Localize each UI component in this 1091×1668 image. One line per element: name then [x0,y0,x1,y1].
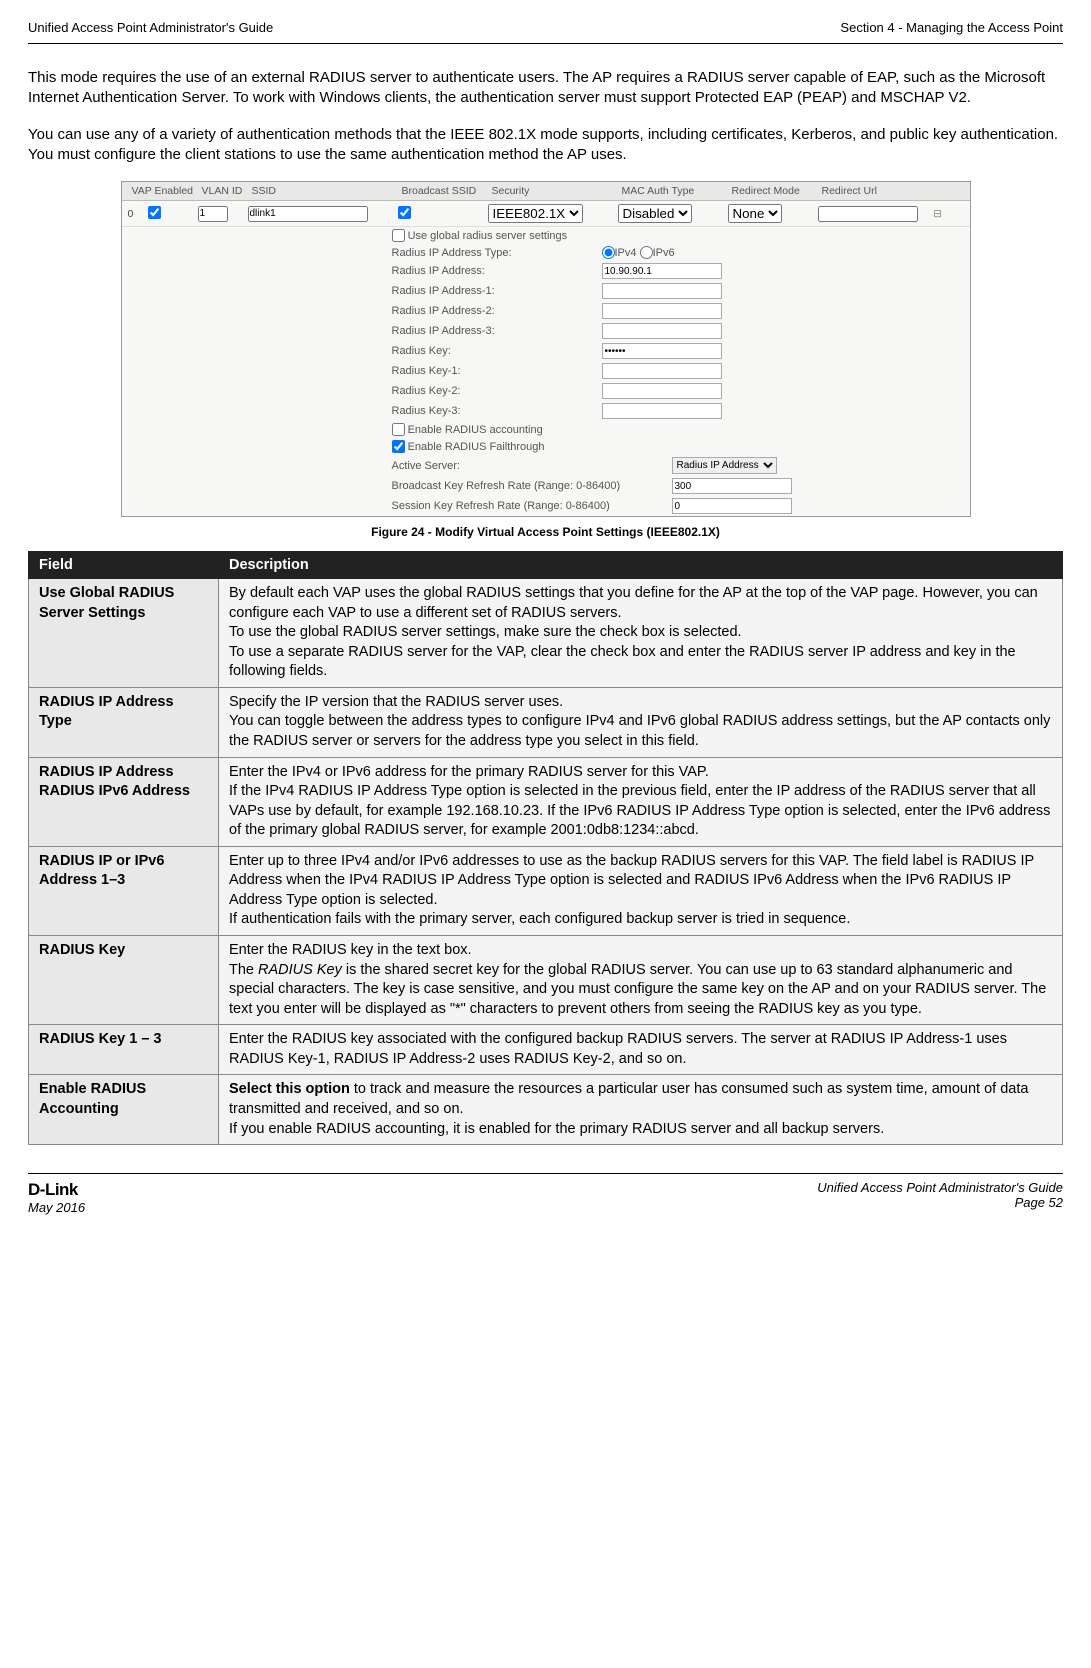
field-description-table: Field Description Use Global RADIUS Serv… [28,551,1063,1145]
ipv4-radio[interactable] [602,246,615,259]
field-name-cell: RADIUS Key [29,936,219,1025]
intro-paragraph-2: You can use any of a variety of authenti… [28,125,1063,166]
radius-ip2-input[interactable] [602,303,722,319]
vap-settings-screenshot: VAP Enabled VLAN ID SSID Broadcast SSID … [121,181,971,517]
col-redirect-url: Redirect Url [818,185,908,197]
redirect-url-input[interactable] [818,206,918,222]
enable-accounting-label: Enable RADIUS accounting [408,424,543,436]
active-server-label: Active Server: [392,460,672,472]
collapse-icon[interactable]: ⊟ [928,208,948,220]
field-name-cell: Use Global RADIUS Server Settings [29,579,219,688]
field-desc-cell: Enter the RADIUS key associated with the… [219,1025,1063,1075]
field-desc-cell: By default each VAP uses the global RADI… [219,579,1063,688]
col-mac-auth: MAC Auth Type [618,185,728,197]
footer-brand: D-Link [28,1180,85,1200]
radius-ip1-label: Radius IP Address-1: [392,285,602,297]
radius-ip2-label: Radius IP Address-2: [392,305,602,317]
field-name-cell: RADIUS IP Address Type [29,687,219,757]
session-refresh-label: Session Key Refresh Rate (Range: 0-86400… [392,500,672,512]
ipv4-label: IPv4 [615,247,637,259]
col-ssid: SSID [248,185,398,197]
enable-failthrough-checkbox[interactable] [392,440,405,453]
vap-enabled-checkbox[interactable] [148,206,161,219]
col-security: Security [488,185,618,197]
col-vlan-id: VLAN ID [198,185,248,197]
field-name-cell: Enable RADIUS Accounting [29,1075,219,1145]
ipv6-radio[interactable] [640,246,653,259]
header-right: Section 4 - Managing the Access Point [840,20,1063,35]
ssid-input[interactable] [248,206,368,222]
screenshot-expanded-panel: Use global radius server settings Radius… [122,227,970,516]
radius-key-label: Radius Key: [392,345,602,357]
field-desc-cell: Enter the RADIUS key in the text box.The… [219,936,1063,1025]
radius-key3-label: Radius Key-3: [392,405,602,417]
table-header-description: Description [219,552,1063,579]
intro-paragraph-1: This mode requires the use of an externa… [28,68,1063,109]
field-name-cell: RADIUS IP Address RADIUS IPv6 Address [29,757,219,846]
field-name-cell: RADIUS Key 1 – 3 [29,1025,219,1075]
radius-ip1-input[interactable] [602,283,722,299]
screenshot-vap-row: 0 IEEE802.1X Disabled None ⊟ [122,201,970,227]
radius-key2-input[interactable] [602,383,722,399]
table-row: RADIUS KeyEnter the RADIUS key in the te… [29,936,1063,1025]
figure-caption: Figure 24 - Modify Virtual Access Point … [28,525,1063,539]
session-refresh-input[interactable] [672,498,792,514]
screenshot-header-row: VAP Enabled VLAN ID SSID Broadcast SSID … [122,182,970,201]
active-server-select[interactable]: Radius IP Address [672,457,777,474]
table-row: RADIUS IP Address RADIUS IPv6 AddressEnt… [29,757,1063,846]
table-row: RADIUS IP or IPv6 Address 1–3Enter up to… [29,846,1063,935]
bcast-refresh-input[interactable] [672,478,792,494]
ip-type-label: Radius IP Address Type: [392,247,602,259]
radius-ip3-label: Radius IP Address-3: [392,325,602,337]
table-row: RADIUS Key 1 – 3Enter the RADIUS key ass… [29,1025,1063,1075]
field-desc-cell: Specify the IP version that the RADIUS s… [219,687,1063,757]
col-redirect-mode: Redirect Mode [728,185,818,197]
header-rule [28,43,1063,44]
bcast-refresh-label: Broadcast Key Refresh Rate (Range: 0-864… [392,480,672,492]
col-vap-enabled: VAP Enabled [128,185,198,197]
radius-key-input[interactable] [602,343,722,359]
field-desc-cell: Enter up to three IPv4 and/or IPv6 addre… [219,846,1063,935]
col-broadcast-ssid: Broadcast SSID [398,185,488,197]
security-select[interactable]: IEEE802.1X [488,204,583,223]
table-row: RADIUS IP Address TypeSpecify the IP ver… [29,687,1063,757]
enable-failthrough-label: Enable RADIUS Failthrough [408,441,545,453]
radius-ip-input[interactable] [602,263,722,279]
mac-auth-select[interactable]: Disabled [618,204,692,223]
table-row: Use Global RADIUS Server SettingsBy defa… [29,579,1063,688]
footer-date: May 2016 [28,1200,85,1215]
use-global-radius-checkbox[interactable] [392,229,405,242]
radius-ip-label: Radius IP Address: [392,265,602,277]
vlan-id-input[interactable] [198,206,228,222]
broadcast-ssid-checkbox[interactable] [398,206,411,219]
ipv6-label: IPv6 [653,247,675,259]
radius-key2-label: Radius Key-2: [392,385,602,397]
radius-key3-input[interactable] [602,403,722,419]
table-header-field: Field [29,552,219,579]
field-desc-cell: Select this option to track and measure … [219,1075,1063,1145]
footer-guide: Unified Access Point Administrator's Gui… [817,1180,1063,1195]
page-footer: D-Link May 2016 Unified Access Point Adm… [28,1173,1063,1215]
radius-key1-input[interactable] [602,363,722,379]
table-row: Enable RADIUS AccountingSelect this opti… [29,1075,1063,1145]
field-desc-cell: Enter the IPv4 or IPv6 address for the p… [219,757,1063,846]
header-left: Unified Access Point Administrator's Gui… [28,20,273,35]
radius-key1-label: Radius Key-1: [392,365,602,377]
enable-accounting-checkbox[interactable] [392,423,405,436]
field-name-cell: RADIUS IP or IPv6 Address 1–3 [29,846,219,935]
radius-ip3-input[interactable] [602,323,722,339]
vap-index: 0 [128,208,148,220]
use-global-label: Use global radius server settings [408,230,568,242]
footer-page: Page 52 [817,1195,1063,1210]
redirect-mode-select[interactable]: None [728,204,782,223]
